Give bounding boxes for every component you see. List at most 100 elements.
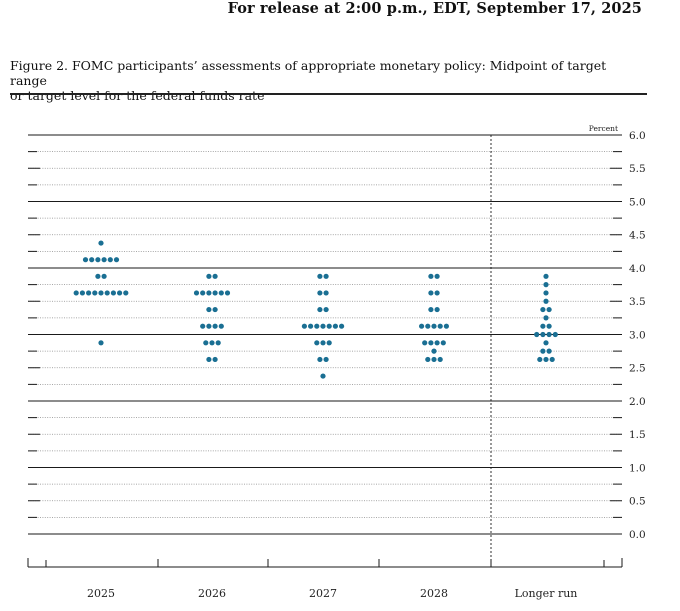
y-tick-label: 1.0 [629,462,646,474]
y-tick-label: 5.5 [629,163,646,175]
participant-dot [323,273,329,279]
participant-dot [218,290,224,296]
participant-dot [434,290,440,296]
figure-title-line-2: or target level for the federal funds ra… [10,88,265,103]
participant-dot [212,356,218,363]
y-tick-label: 3.0 [629,329,646,341]
participant-dot [107,257,113,263]
participant-dot [540,323,546,329]
axis-layer: 6.0 5.5 5.0 4.5 4.0 3.5 3.0 2.5 2.0 1.5 1.0 0.5 0.0 2… [27,130,646,600]
x-category-label: 2026 [198,587,226,600]
participant-dot [540,306,546,313]
participant-dot [206,323,212,329]
participant-dot [301,323,307,329]
participant-dot [317,290,323,296]
x-category-label: Longer run [515,587,578,600]
participant-dot [543,290,549,296]
participant-dot [320,373,326,379]
participant-dot [104,290,110,296]
participant-dot [206,356,212,363]
participant-dot [82,257,89,263]
participant-dot [443,323,449,329]
y-tick-label: 3.5 [629,296,646,308]
participant-dot [89,257,95,263]
participant-dot [546,331,552,338]
participant-dot [212,323,218,329]
participant-dot [425,323,431,329]
participant-dot [543,315,549,321]
participant-dot [419,323,425,329]
participant-dot [203,340,209,346]
participant-dot [540,331,546,338]
participant-dot [98,340,104,346]
participant-dot [117,290,123,296]
participant-dot [323,306,329,313]
participant-dot [428,340,434,346]
participant-dot [98,290,104,296]
participant-dot [215,340,221,346]
participant-dot [224,290,231,296]
participant-dot [317,356,323,363]
participant-dot [212,306,218,313]
participant-dot [431,323,437,329]
participant-dot [212,273,218,279]
participant-dot [95,273,101,279]
participant-dot [206,273,212,279]
participant-dot [552,331,558,338]
participant-dot [101,273,107,279]
x-category-label: 2027 [309,587,337,600]
participant-dot [320,323,326,329]
participant-dot [98,240,104,246]
x-category-label: 2028 [420,587,448,600]
participant-dot [92,290,98,296]
participant-dot [332,323,338,329]
title-divider [10,93,647,95]
y-tick-label: 5.0 [629,196,646,208]
participant-dot [314,323,320,329]
participant-dot [431,348,437,354]
y-tick-label: 6.0 [629,130,646,142]
participant-dot [546,323,552,329]
participant-dot [440,340,446,346]
grid-layer [28,134,622,535]
participant-dot [543,356,549,363]
participant-dot [326,340,332,346]
participant-dot [437,356,443,363]
participant-dot [434,306,440,313]
y-tick-label: 4.0 [629,263,646,275]
participant-dot [543,340,549,346]
participant-dot [543,298,549,304]
participant-dot [437,323,443,329]
participant-dot [339,323,345,329]
x-category-label: 2025 [87,587,115,600]
participant-dot [101,257,107,263]
participant-dot [425,356,431,363]
participant-dot [206,306,212,313]
participant-dot [73,290,79,296]
participant-dot [317,273,323,279]
participant-dot [537,356,543,363]
participant-dot [434,273,440,279]
participant-dot [110,290,116,296]
participant-dot [549,356,555,363]
y-tick-label: 0.5 [629,496,646,508]
participant-dot [206,290,212,296]
participant-dot [326,323,332,329]
participant-dot [320,340,326,346]
participant-dot [534,331,540,338]
participant-dot [86,290,92,296]
participant-dot [212,290,218,296]
participant-dot [428,306,434,313]
participant-dot [428,273,434,279]
y-tick-label: 0.0 [629,529,646,541]
y-axis-unit-label: Percent [589,124,618,133]
y-tick-label: 1.5 [629,429,646,441]
participant-dot [428,290,434,296]
participant-dot [193,290,200,296]
participant-dot [113,257,120,263]
participant-dot [200,290,206,296]
participant-dot [543,282,549,288]
participant-dot [543,273,549,279]
participant-dot [323,290,329,296]
